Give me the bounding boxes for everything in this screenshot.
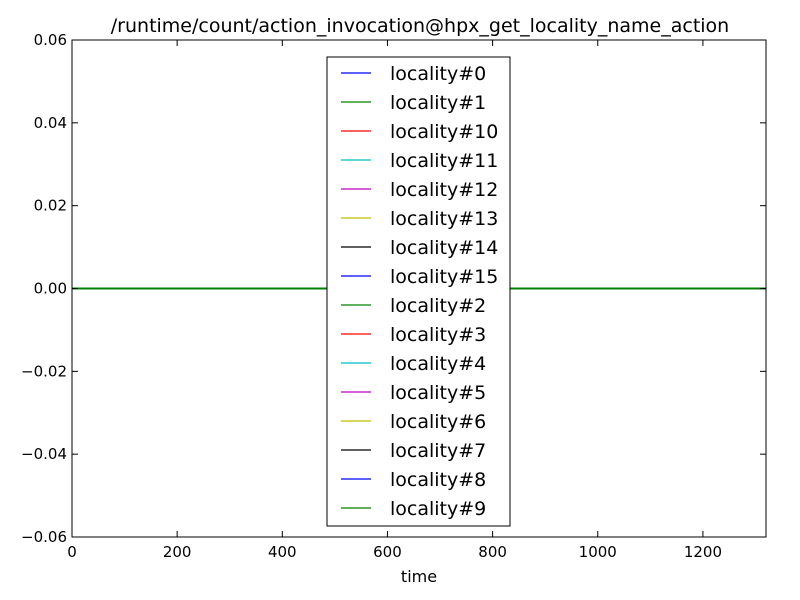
x-tick-label: 1200 <box>684 543 722 561</box>
legend-label: locality#2 <box>390 295 486 317</box>
x-tick-label: 200 <box>163 543 192 561</box>
legend-label: locality#10 <box>390 121 498 143</box>
x-tick-label: 600 <box>373 543 402 561</box>
legend-label: locality#4 <box>390 353 486 375</box>
y-tick-label: 0.00 <box>34 280 67 298</box>
y-tick-label: −0.02 <box>21 362 67 380</box>
legend-label: locality#6 <box>390 411 486 433</box>
x-tick-label: 1000 <box>579 543 617 561</box>
x-tick-label: 400 <box>268 543 297 561</box>
y-tick-label: 0.02 <box>34 197 67 215</box>
legend-label: locality#1 <box>390 92 486 114</box>
ticks-layer: 0 200 400 600 800 1000 1200 0.06 0.04 0.02 0.00 −0.… <box>21 31 766 561</box>
legend-label: locality#7 <box>390 440 486 462</box>
legend-label: locality#0 <box>390 63 486 85</box>
x-tick-label: 800 <box>478 543 507 561</box>
legend-label: locality#12 <box>390 179 498 201</box>
y-tick-label: −0.04 <box>21 445 67 463</box>
legend-label: locality#3 <box>390 324 486 346</box>
y-tick-label: 0.04 <box>34 114 67 132</box>
legend-label: locality#9 <box>390 498 486 520</box>
legend-label: locality#15 <box>390 266 498 288</box>
x-tick-label: 0 <box>67 543 77 561</box>
legend-label: locality#14 <box>390 237 498 259</box>
legend-label: locality#5 <box>390 382 486 404</box>
y-tick-label: 0.06 <box>34 31 67 49</box>
legend-label: locality#11 <box>390 150 498 172</box>
legend-label: locality#8 <box>390 469 486 491</box>
chart-title: /runtime/count/action_invocation@hpx_get… <box>111 15 729 37</box>
x-axis-label: time <box>401 567 437 586</box>
legend-label: locality#13 <box>390 208 498 230</box>
legend-box <box>326 56 511 527</box>
y-tick-label: −0.06 <box>21 528 67 546</box>
legend: locality#0 locality#1 locality#10 locality#… <box>326 56 511 527</box>
